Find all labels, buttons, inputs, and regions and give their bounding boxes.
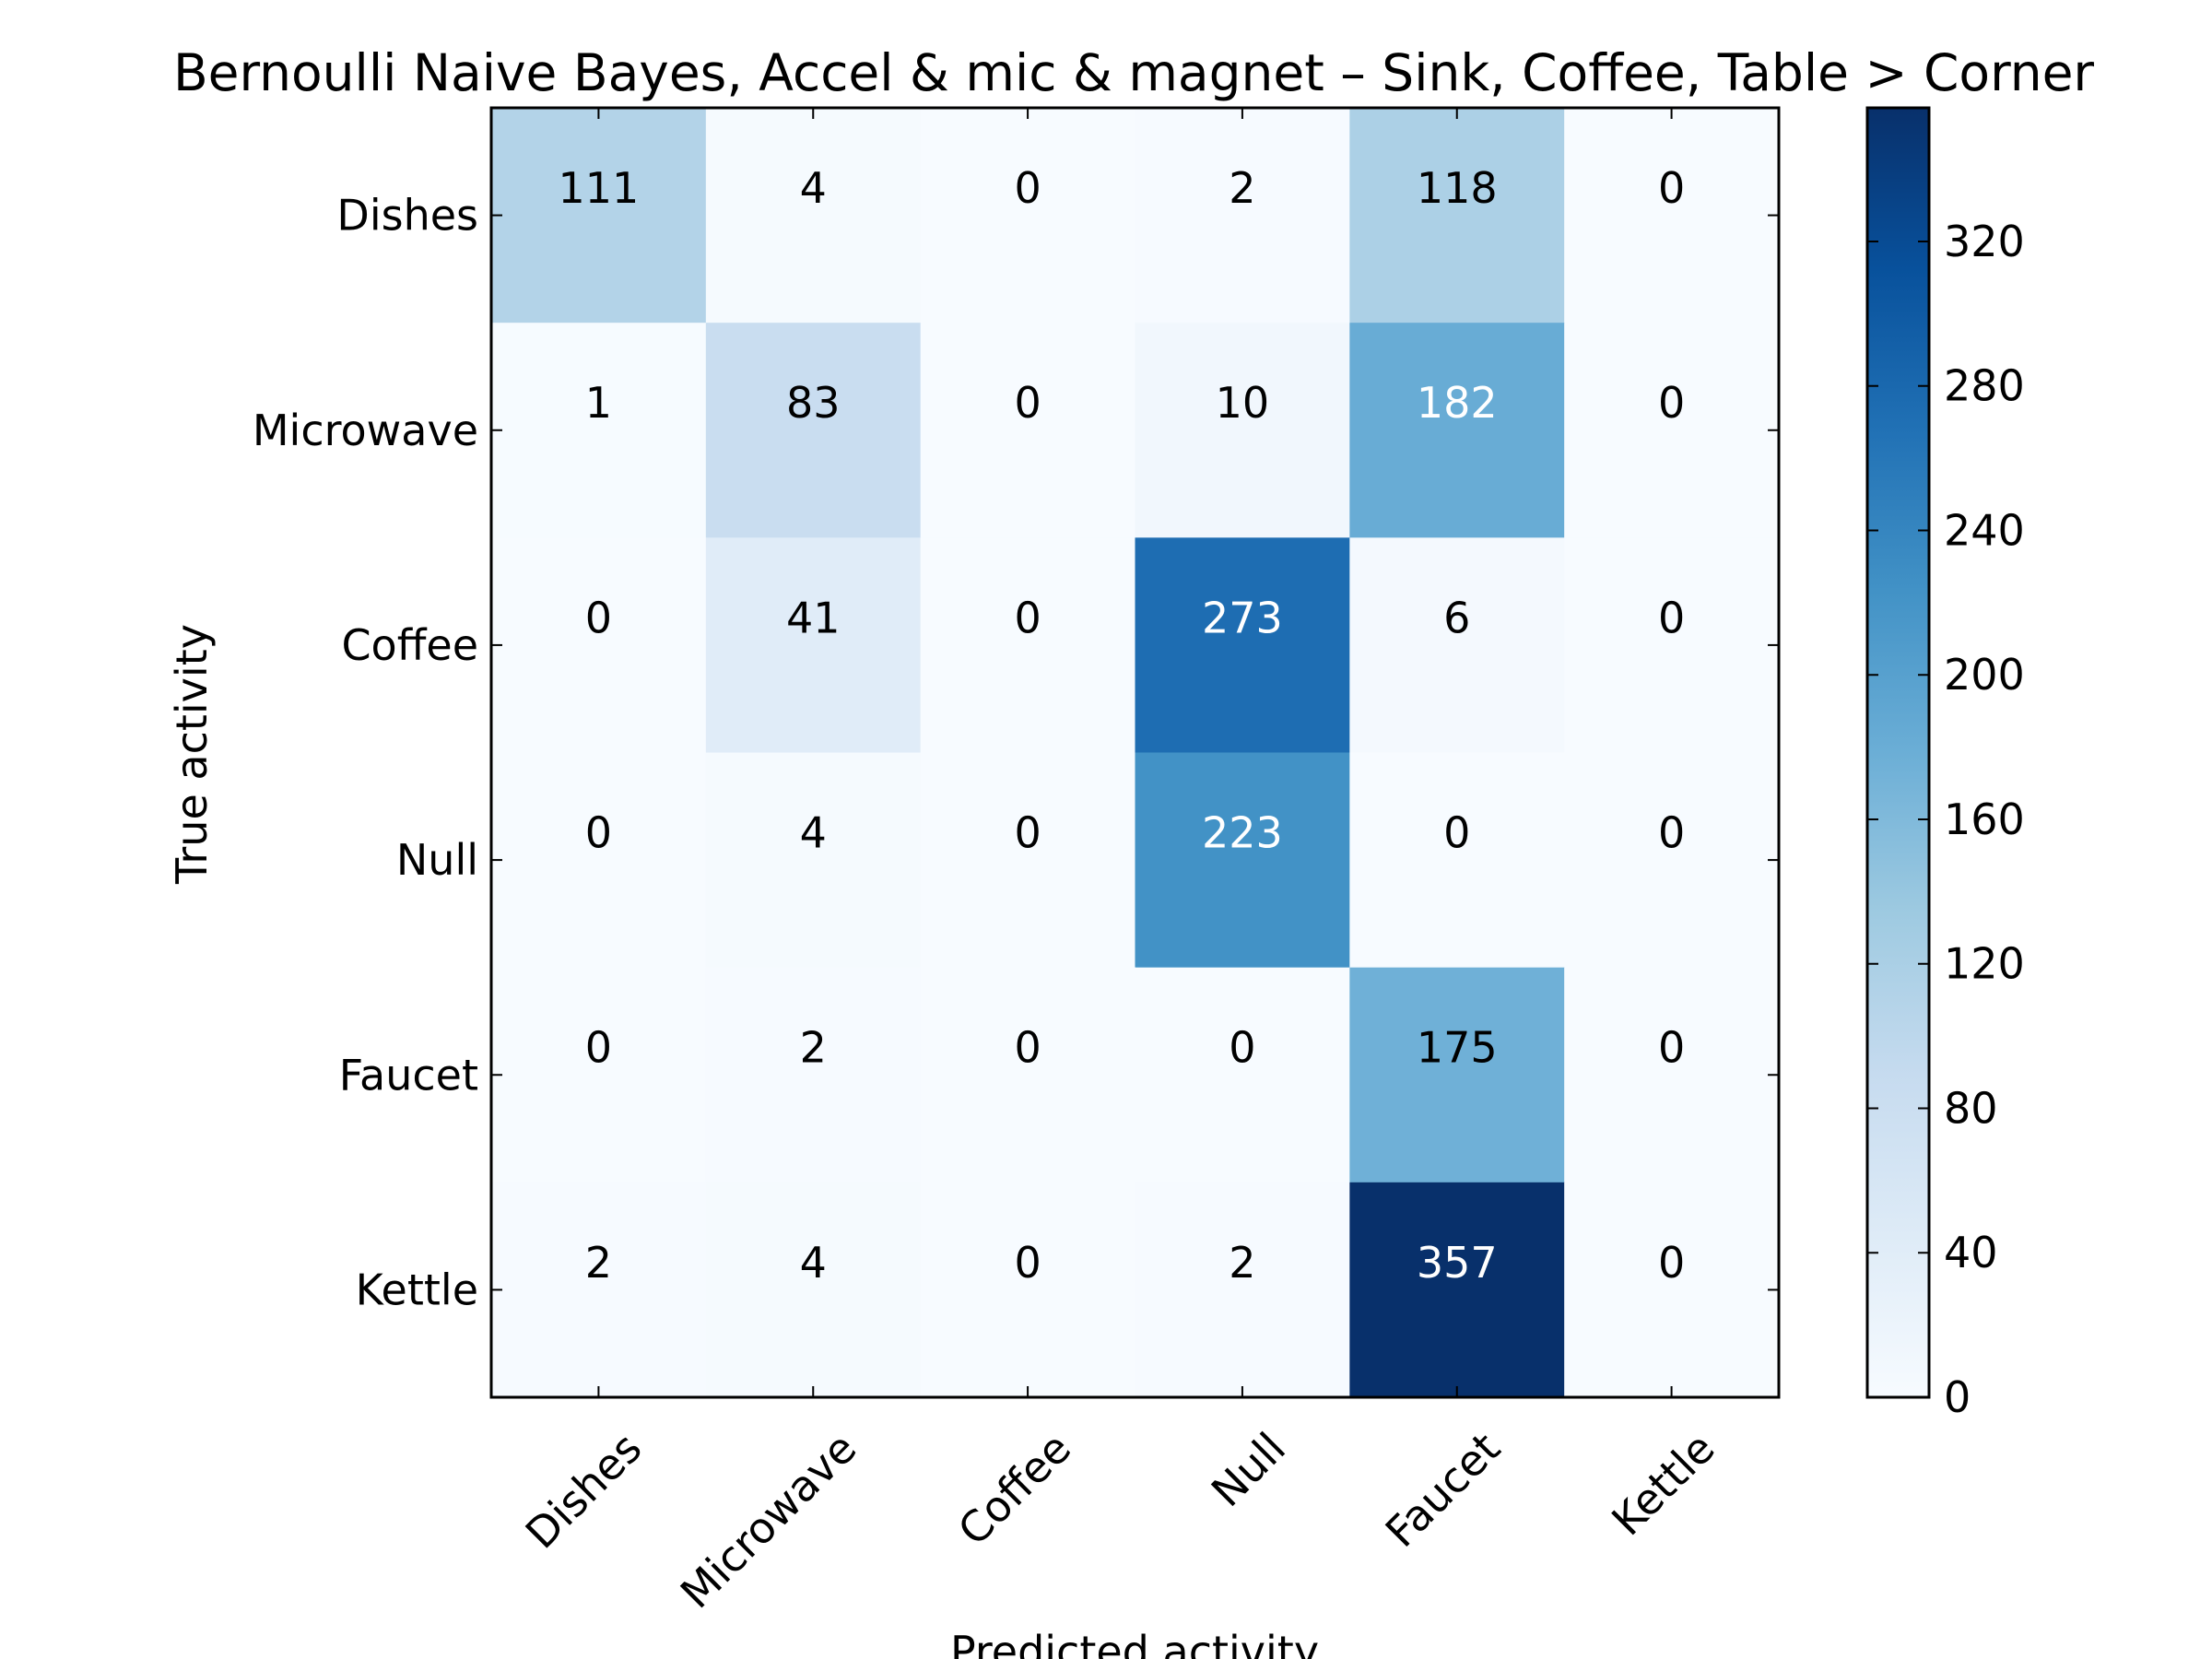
colorbar-tick-label: 200: [1944, 650, 2025, 700]
colorbar-tick-label: 240: [1944, 505, 2025, 555]
heatmap-cell: [920, 1182, 1136, 1398]
heatmap-cell: [705, 1182, 922, 1398]
heatmap-cells: [491, 108, 1780, 1398]
cell-value-label: 0: [585, 808, 612, 858]
heatmap-cell: [491, 108, 707, 324]
cell-value-label: 2: [1229, 163, 1255, 213]
cell-value-label: 0: [585, 593, 612, 642]
cell-value-label: 4: [800, 163, 827, 213]
cell-value-label: 118: [1417, 163, 1498, 213]
x-axis-label: Predicted activity: [950, 1627, 1319, 1659]
cell-value-label: 0: [1658, 1238, 1685, 1288]
cell-value-label: 0: [1014, 163, 1041, 213]
cell-value-label: 0: [1014, 593, 1041, 642]
cell-value-label: 357: [1417, 1238, 1498, 1288]
heatmap-cell: [1349, 108, 1565, 324]
heatmap-cell: [491, 752, 707, 969]
cell-value-label: 0: [1658, 378, 1685, 428]
heatmap-cell: [705, 323, 922, 538]
heatmap-cell: [1349, 537, 1565, 754]
heatmap-cell: [1564, 752, 1780, 969]
heatmap-cell: [920, 967, 1136, 1183]
heatmap-cell: [705, 537, 922, 754]
heatmap-cell: [491, 967, 707, 1183]
heatmap-cell-labels: 111 4 0 2 118 0 1 83 0 10 182 0 0 41 0 273 6 0 0 4 0 223 0 0 0 2 0…: [559, 163, 1686, 1288]
heatmap-cell: [491, 323, 707, 538]
y-axis-label: True activity: [167, 624, 217, 885]
heatmap-cell: [1564, 323, 1780, 538]
plot-frame: [489, 106, 1781, 1399]
heatmap-cell: [1564, 537, 1780, 754]
colorbar-tick-label: 0: [1944, 1372, 1971, 1422]
heatmap-cell: [1564, 967, 1780, 1183]
heatmap-cell: [1135, 752, 1350, 969]
cell-value-label: 2: [585, 1238, 612, 1288]
cell-value-label: 2: [1229, 1238, 1255, 1288]
colorbar-tick-label: 80: [1944, 1083, 1998, 1133]
cell-value-label: 175: [1417, 1023, 1498, 1073]
colorbar-ticks: 0 40 80 120 160 200 240 280 320: [1867, 217, 2025, 1422]
cell-value-label: 10: [1216, 378, 1270, 428]
cell-value-label: 1: [585, 378, 612, 428]
cell-value-label: 182: [1417, 378, 1498, 428]
y-axis-tick-labels: Dishes Microwave Coffee Null Faucet Kettle: [253, 191, 478, 1315]
cell-value-label: 0: [1443, 808, 1470, 858]
heatmap-cell: [920, 323, 1136, 538]
cell-value-label: 83: [786, 378, 841, 428]
heatmap-cell: [491, 537, 707, 754]
axis-ticks: [491, 108, 1779, 1397]
colorbar: [1865, 106, 1931, 1399]
y-tick-label: Coffee: [341, 620, 478, 670]
heatmap-cell: [920, 752, 1136, 969]
heatmap-cell: [705, 752, 922, 969]
cell-value-label: 4: [800, 1238, 827, 1288]
heatmap-cell: [1135, 323, 1350, 538]
cell-value-label: 273: [1202, 593, 1283, 642]
colorbar-tick-label: 40: [1944, 1228, 1998, 1277]
cell-value-label: 0: [1014, 1023, 1041, 1073]
cell-value-label: 4: [800, 808, 827, 858]
colorbar-tick-label: 120: [1944, 939, 2025, 989]
heatmap-cell: [1349, 752, 1565, 969]
colorbar-tick-label: 160: [1944, 794, 2025, 844]
cell-value-label: 223: [1202, 808, 1283, 858]
cell-value-label: 0: [1658, 808, 1685, 858]
y-tick-label: Kettle: [356, 1265, 478, 1314]
heatmap-cell: [920, 108, 1136, 324]
heatmap-cell: [920, 537, 1136, 754]
chart-title: Bernoulli Naive Bayes, Accel & mic & mag…: [173, 43, 2094, 102]
cell-value-label: 0: [1658, 1023, 1685, 1073]
cell-value-label: 0: [1229, 1023, 1255, 1073]
heatmap-cell: [1135, 1182, 1350, 1398]
colorbar-tick-label: 320: [1944, 217, 2025, 266]
cell-value-label: 0: [1658, 593, 1685, 642]
heatmap-cell: [705, 108, 922, 324]
y-tick-label: Faucet: [339, 1050, 478, 1100]
cell-value-label: 6: [1443, 593, 1470, 642]
heatmap-cell: [1135, 108, 1350, 324]
heatmap-cell: [1135, 967, 1350, 1183]
heatmap-cell: [491, 1182, 707, 1398]
y-tick-label: Dishes: [336, 191, 478, 241]
y-tick-label: Null: [396, 835, 478, 885]
y-tick-label: Microwave: [253, 406, 478, 455]
heatmap-cell: [1349, 1182, 1565, 1398]
cell-value-label: 0: [1014, 808, 1041, 858]
cell-value-label: 0: [1014, 378, 1041, 428]
cell-value-label: 0: [585, 1023, 612, 1073]
cell-value-label: 2: [800, 1023, 827, 1073]
heatmap-cell: [1349, 323, 1565, 538]
heatmap-cell: [1135, 537, 1350, 754]
cell-value-label: 111: [559, 163, 640, 213]
heatmap-cell: [1564, 108, 1780, 324]
heatmap-cell: [705, 967, 922, 1183]
heatmap-cell: [1349, 967, 1565, 1183]
cell-value-label: 0: [1014, 1238, 1041, 1288]
cell-value-label: 41: [786, 593, 841, 642]
colorbar-tick-label: 280: [1944, 361, 2025, 411]
cell-value-label: 0: [1658, 163, 1685, 213]
heatmap-cell: [1564, 1182, 1780, 1398]
